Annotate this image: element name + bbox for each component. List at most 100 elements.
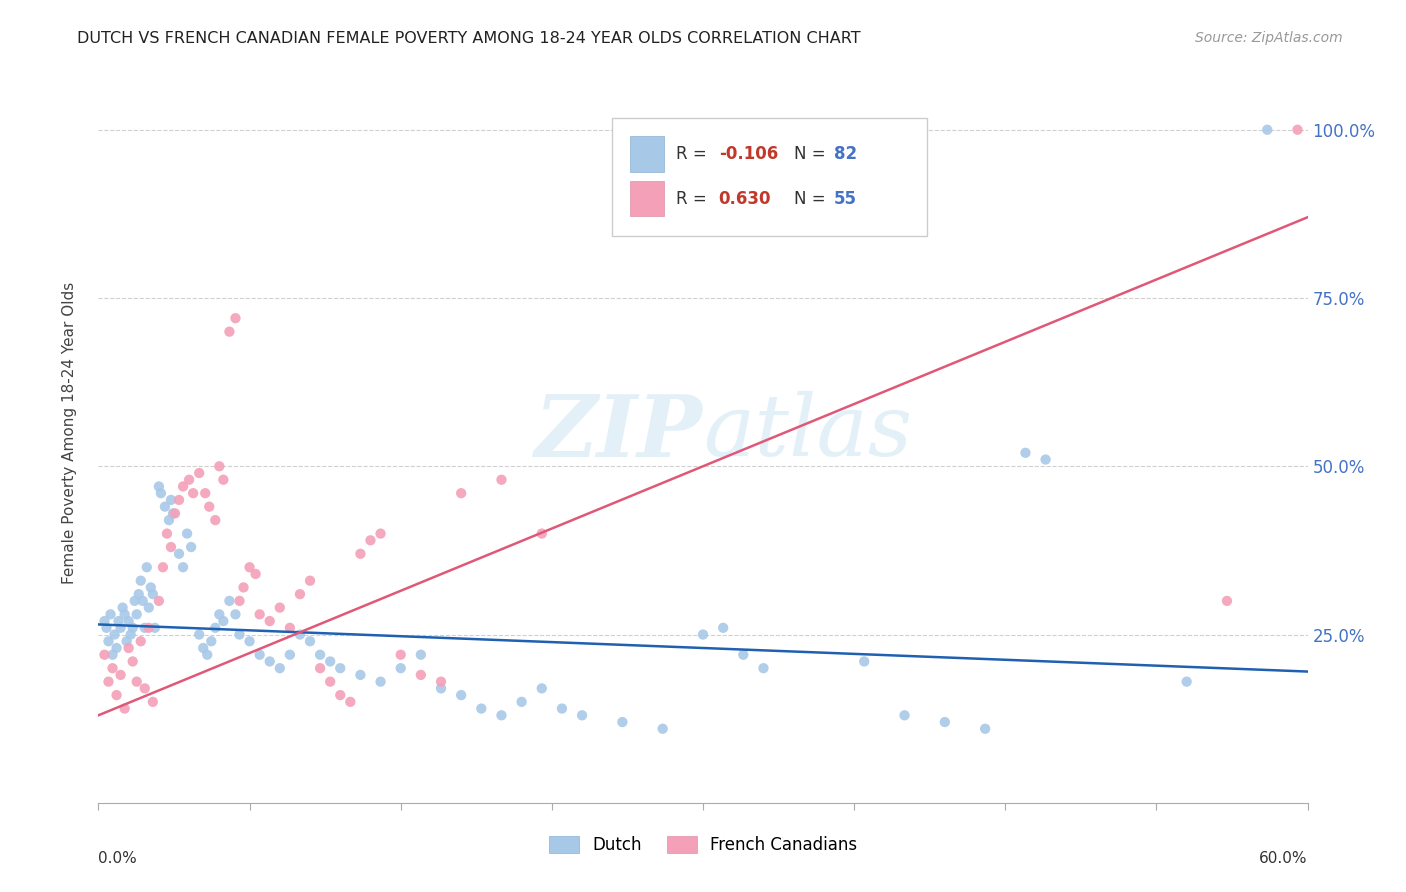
Text: 60.0%: 60.0%	[1260, 851, 1308, 866]
Point	[103, 627, 125, 641]
Point	[309, 661, 332, 675]
Point	[974, 722, 997, 736]
Point	[239, 634, 262, 648]
Point	[156, 526, 179, 541]
Point	[612, 714, 634, 729]
Point	[450, 688, 472, 702]
Point	[491, 473, 513, 487]
Point	[149, 486, 172, 500]
Point	[93, 648, 115, 662]
Point	[121, 621, 143, 635]
Point	[107, 614, 129, 628]
Point	[530, 681, 553, 696]
Point	[530, 526, 553, 541]
Point	[430, 681, 453, 696]
Point	[111, 600, 134, 615]
Point	[100, 607, 122, 622]
Point	[194, 486, 217, 500]
Point	[114, 607, 136, 622]
Point	[204, 621, 226, 635]
Point	[176, 526, 198, 541]
Point	[339, 695, 361, 709]
Point	[152, 560, 174, 574]
Point	[96, 621, 118, 635]
Point	[115, 634, 138, 648]
Point	[288, 587, 311, 601]
Point	[129, 634, 152, 648]
Point	[389, 661, 412, 675]
Point	[101, 661, 124, 675]
Point	[409, 648, 432, 662]
Point	[370, 526, 392, 541]
Point	[148, 479, 170, 493]
Point	[269, 600, 291, 615]
Point	[193, 640, 215, 655]
Point	[172, 560, 194, 574]
Text: atlas: atlas	[703, 392, 912, 474]
Point	[157, 513, 180, 527]
Point	[134, 621, 156, 635]
Point	[269, 661, 291, 675]
Point	[360, 533, 382, 548]
Point	[118, 614, 141, 628]
Point	[195, 648, 218, 662]
Point	[329, 688, 352, 702]
Point	[239, 560, 262, 574]
Point	[711, 621, 734, 635]
Point	[198, 500, 221, 514]
Point	[1286, 122, 1309, 136]
Point	[135, 560, 157, 574]
Point	[134, 681, 156, 696]
Point	[1216, 594, 1239, 608]
Text: R =: R =	[676, 145, 713, 163]
Point	[430, 674, 453, 689]
Point	[232, 581, 254, 595]
Point	[114, 701, 136, 715]
Point	[1014, 446, 1036, 460]
Text: 82: 82	[834, 145, 856, 163]
Point	[571, 708, 593, 723]
Point	[218, 594, 240, 608]
Text: ZIP: ZIP	[536, 391, 703, 475]
Point	[153, 500, 176, 514]
Text: 55: 55	[834, 190, 856, 208]
Point	[160, 540, 183, 554]
Point	[105, 640, 128, 655]
Point	[110, 621, 132, 635]
Point	[163, 507, 186, 521]
Text: N =: N =	[793, 190, 831, 208]
Point	[309, 648, 332, 662]
Point	[651, 722, 673, 736]
Point	[118, 640, 141, 655]
Point	[409, 668, 432, 682]
Point	[249, 648, 271, 662]
Text: Source: ZipAtlas.com: Source: ZipAtlas.com	[1195, 31, 1343, 45]
Point	[101, 648, 124, 662]
Point	[120, 627, 142, 641]
Point	[93, 614, 115, 628]
Point	[733, 648, 755, 662]
Point	[278, 648, 301, 662]
Point	[349, 547, 371, 561]
Text: DUTCH VS FRENCH CANADIAN FEMALE POVERTY AMONG 18-24 YEAR OLDS CORRELATION CHART: DUTCH VS FRENCH CANADIAN FEMALE POVERTY …	[77, 31, 860, 46]
Point	[132, 594, 155, 608]
FancyBboxPatch shape	[630, 136, 664, 172]
Point	[172, 479, 194, 493]
Point	[138, 621, 160, 635]
Point	[97, 634, 120, 648]
Text: 0.0%: 0.0%	[98, 851, 138, 866]
Point	[245, 566, 267, 581]
Point	[143, 621, 166, 635]
Point	[228, 627, 250, 641]
Point	[470, 701, 492, 715]
Point	[188, 627, 211, 641]
Text: 0.630: 0.630	[718, 190, 772, 208]
Point	[893, 708, 915, 723]
Point	[299, 574, 322, 588]
Point	[179, 473, 201, 487]
Point	[188, 466, 211, 480]
FancyBboxPatch shape	[613, 118, 927, 236]
Point	[224, 607, 246, 622]
Point	[259, 614, 281, 628]
Y-axis label: Female Poverty Among 18-24 Year Olds: Female Poverty Among 18-24 Year Olds	[62, 282, 77, 583]
